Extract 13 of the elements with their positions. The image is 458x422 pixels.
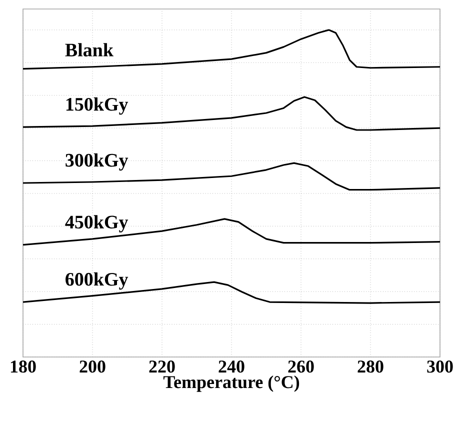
series-label: 150kGy [66,97,128,115]
series-label: 450kGy [65,215,128,232]
x-tick-label: 220 [149,360,175,373]
x-tick-label: 180 [10,360,36,373]
x-axis-title: Temperature (°C) [163,376,300,392]
x-tick-label: 200 [80,360,106,373]
series-label: 600kGy [66,272,128,290]
x-tick-label: 260 [288,360,314,373]
x-tick-label: 300 [427,360,453,373]
series-label: 300kGy [66,153,128,171]
x-tick-label: 280 [358,360,384,373]
x-tick-label: 240 [218,360,244,373]
series-label: Blank [65,43,114,56]
